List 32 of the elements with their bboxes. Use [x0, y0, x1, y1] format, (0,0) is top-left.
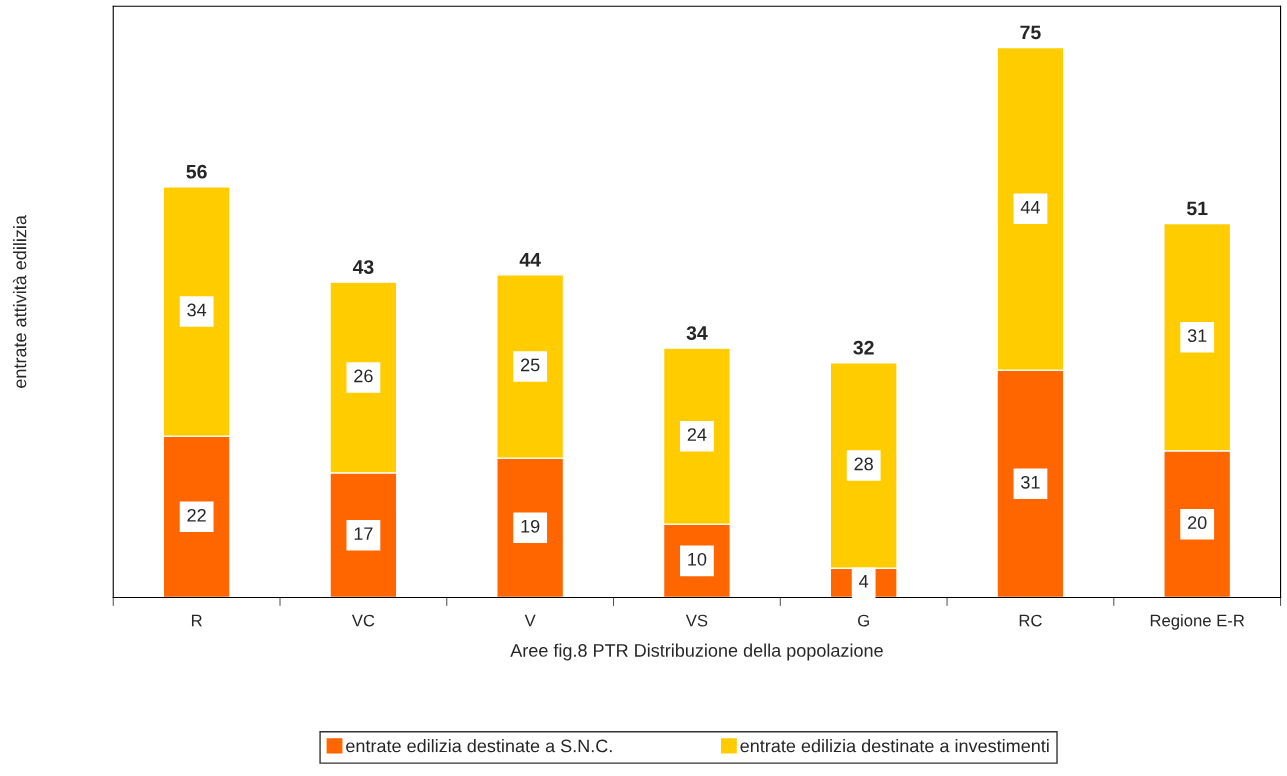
data-label: 44 [1020, 201, 1040, 214]
total-label: 32 [853, 340, 874, 355]
x-tick-label: G [858, 614, 869, 627]
x-tick-label: V [524, 614, 536, 627]
total-label: 51 [1186, 201, 1208, 216]
data-label: 10 [688, 552, 707, 566]
data-label: 31 [1187, 329, 1207, 343]
data-label: 28 [854, 457, 873, 471]
legend-label: entrate edilizia destinate a S.N.C. [346, 739, 612, 753]
total-label: 43 [352, 260, 374, 274]
data-label: 25 [521, 358, 540, 372]
legend-label: entrate edilizia destinate a investimenti [740, 739, 1049, 753]
x-tick-label: R [191, 614, 202, 627]
data-label: 17 [354, 527, 373, 540]
data-label: 4 [859, 575, 869, 588]
data-label: 26 [354, 369, 373, 383]
x-tick-label: VC [351, 614, 375, 627]
total-label: 34 [686, 326, 708, 340]
x-tick-label: Regione E-R [1150, 614, 1245, 630]
data-label: 34 [187, 303, 207, 317]
data-label: 19 [521, 519, 540, 533]
total-label: 44 [519, 253, 541, 267]
total-label: 56 [186, 164, 207, 179]
data-label: 31 [1021, 475, 1040, 489]
data-label: 22 [187, 508, 206, 522]
total-label: 75 [1020, 25, 1041, 40]
x-axis-title: Aree fig.8 PTR Distribuzione della popolazione [510, 643, 883, 661]
data-label: 20 [1188, 516, 1207, 530]
x-tick-label: VS [685, 614, 708, 627]
x-tick-label: RC [1019, 614, 1042, 627]
y-axis-title: entrate attività edilizia [12, 215, 27, 388]
data-label: 24 [687, 428, 707, 441]
